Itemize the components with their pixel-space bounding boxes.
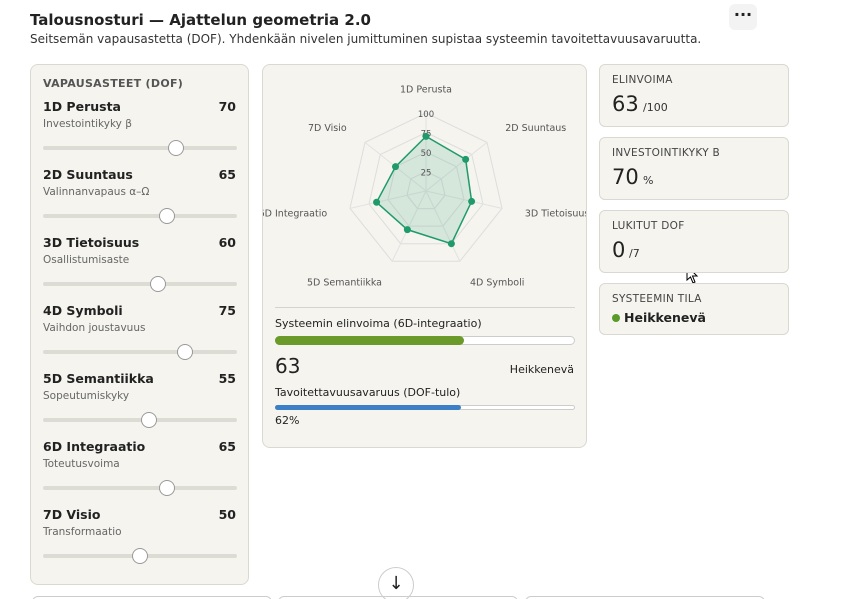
dof-desc: Toteutusvoima [43, 458, 120, 470]
bar-label: Systeemin elinvoima (6D-integraatio) [275, 317, 482, 330]
radar-point [392, 163, 400, 171]
dof-desc: Sopeutumiskyky [43, 390, 130, 402]
spoke [425, 190, 461, 262]
menu-button[interactable]: ··· [729, 4, 757, 30]
radar-point [462, 155, 470, 163]
slider-thumb[interactable] [140, 412, 157, 428]
stat-label: LUKITUT DOF [612, 220, 685, 232]
radar-axis-label: 3D Tietoisuus [525, 209, 586, 220]
bar-fill [275, 336, 464, 345]
dof-value: 60 [218, 235, 236, 250]
grid-ring [368, 131, 484, 245]
dof-desc: Transformaatio [43, 526, 122, 538]
radar-area [375, 135, 473, 245]
radar-axis-label: 6D Integraatio [263, 209, 327, 220]
stat-unit: % [643, 174, 654, 187]
slider-track[interactable] [43, 350, 237, 354]
vitality-value: 63 [275, 354, 301, 378]
stat-unit: /100 [643, 101, 668, 114]
dof-desc: Vaihdon joustavuus [43, 322, 146, 334]
stat-card: INVESTOINTIKYKY Β 70% [599, 137, 789, 200]
dof-name: 5D Semantiikka [43, 371, 154, 386]
page-title: Talousnosturi — Ajattelun geometria 2.0 [30, 11, 371, 29]
grid-ring [349, 112, 503, 262]
slider-thumb[interactable] [149, 276, 166, 292]
dof-name: 7D Visio [43, 507, 101, 522]
stat-status: Heikkenevä [624, 310, 706, 325]
stat-value: 0 [612, 238, 626, 262]
dof-value: 70 [218, 99, 236, 114]
slider-track[interactable] [43, 418, 237, 422]
slider-track[interactable] [43, 146, 237, 150]
spoke [425, 141, 488, 192]
stat-label: INVESTOINTIKYKY Β [612, 147, 721, 159]
stat-unit: /7 [629, 247, 640, 260]
status-dot [612, 314, 620, 322]
grid-ring [387, 151, 465, 227]
spoke [391, 190, 427, 262]
grid-ring [406, 170, 446, 210]
bar-fill [275, 405, 461, 410]
radar-point [403, 226, 411, 234]
divider [275, 307, 575, 308]
page-subtitle: Seitsemän vapausastetta (DOF). Yhdenkään… [30, 32, 702, 46]
radar-point [373, 198, 381, 206]
dof-value: 55 [218, 371, 236, 386]
radar-point [468, 197, 476, 205]
reach-value: 62% [275, 414, 300, 427]
vitality-status: Heikkenevä [509, 363, 574, 376]
radar-axis-label: 1D Perusta [400, 85, 452, 96]
dof-name: 2D Suuntaus [43, 167, 133, 182]
dof-value: 50 [218, 507, 236, 522]
radar-point [447, 240, 455, 248]
slider-thumb[interactable] [158, 480, 175, 496]
radar-axis-label: 5D Semantiikka [307, 277, 382, 288]
stat-card: ELINVOIMA 63/100 [599, 64, 789, 127]
dof-value: 65 [218, 167, 236, 182]
stat-label: ELINVOIMA [612, 74, 673, 86]
dof-desc: Investointikyky β [43, 118, 132, 130]
slider-track[interactable] [43, 486, 237, 490]
stat-value: 63 [612, 92, 639, 116]
radar-axis-label: 4D Symboli [470, 277, 524, 288]
radar-tick-label: 100 [418, 110, 434, 120]
panel-title: VAPAUSASTEET (DOF) [43, 77, 184, 90]
spoke [349, 190, 427, 209]
radar-tick-label: 25 [421, 169, 432, 179]
dof-name: 1D Perusta [43, 99, 121, 114]
slider-thumb[interactable] [176, 344, 193, 360]
stat-value: 70 [612, 165, 639, 189]
radar-tick-label: 50 [421, 149, 432, 159]
radar-axis-label: 2D Suuntaus [505, 123, 566, 134]
stat-card: LUKITUT DOF 0/7 [599, 210, 789, 273]
slider-track[interactable] [43, 214, 237, 218]
dof-name: 6D Integraatio [43, 439, 146, 454]
dof-desc: Osallistumisaste [43, 254, 130, 266]
dof-name: 3D Tietoisuus [43, 235, 140, 250]
slider-thumb[interactable] [167, 140, 184, 156]
radar-point [422, 132, 430, 140]
dof-panel: VAPAUSASTEET (DOF) 1D Perusta 70 Investoin… [30, 64, 249, 585]
dof-value: 75 [218, 303, 236, 318]
dof-desc: Valinnanvapaus α–Ω [43, 186, 150, 198]
stat-label: SYSTEEMIN TILA [612, 293, 702, 305]
slider-thumb[interactable] [158, 208, 175, 224]
spoke [425, 190, 503, 209]
radar-axis-label: 7D Visio [308, 123, 347, 134]
slider-thumb[interactable] [132, 548, 148, 564]
slider-track[interactable] [43, 282, 237, 286]
bar-label: Tavoitettavuusavaruus (DOF-tulo) [275, 386, 461, 399]
dof-name: 4D Symboli [43, 303, 123, 318]
dof-value: 65 [218, 439, 236, 454]
stat-card: SYSTEEMIN TILA Heikkenevä [599, 283, 789, 335]
scroll-down-button[interactable]: ↓ [378, 567, 414, 599]
